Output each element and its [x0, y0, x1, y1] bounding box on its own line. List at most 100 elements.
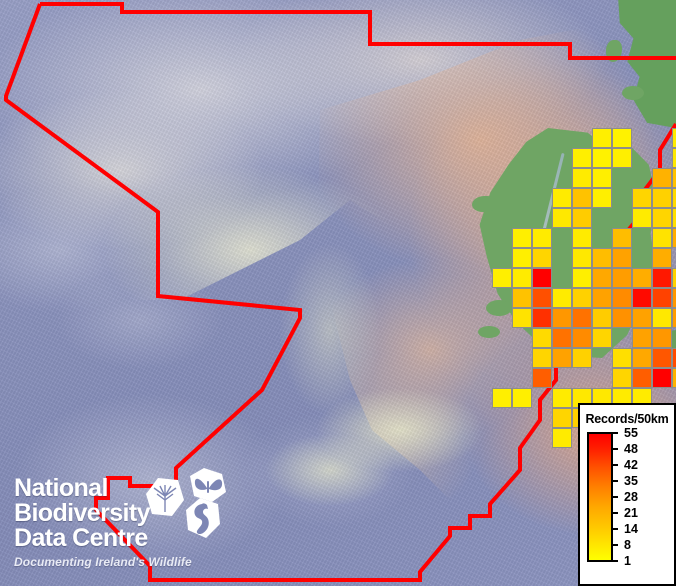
grid-cell [512, 308, 532, 328]
grid-cell [672, 228, 676, 248]
grid-cell [592, 268, 612, 288]
grid-cell [672, 188, 676, 208]
grid-cell [672, 148, 676, 168]
grid-cell [512, 228, 532, 248]
legend-tick-label: 42 [624, 457, 638, 472]
logo-line-3: Data Centre [14, 524, 148, 552]
legend-tick [611, 512, 618, 514]
grid-cell [532, 228, 552, 248]
grid-cell [632, 188, 652, 208]
grid-cell [572, 148, 592, 168]
grid-cell [572, 308, 592, 328]
grid-cell [612, 288, 632, 308]
butterfly-hexagon-icon [190, 468, 226, 502]
grid-cell [652, 228, 672, 248]
grid-cell [552, 308, 572, 328]
logo-line-2: Biodiversity [14, 499, 151, 527]
grid-cell [532, 328, 552, 348]
grid-cell [532, 308, 552, 328]
grid-cell [532, 248, 552, 268]
legend-tick-label: 1 [624, 553, 631, 568]
grid-cell [632, 368, 652, 388]
grid-cell [652, 168, 672, 188]
legend-color-ramp [587, 432, 613, 562]
grid-cell [592, 248, 612, 268]
grid-cell [532, 268, 552, 288]
grid-cell [532, 348, 552, 368]
grid-cell [572, 208, 592, 228]
grid-cell [552, 408, 572, 428]
legend-tick [611, 464, 618, 466]
grid-cell [632, 288, 652, 308]
legend-tick-label: 21 [624, 505, 638, 520]
grid-cell [572, 328, 592, 348]
nbdc-logo: National Biodiversity Data Centre Docume… [14, 468, 226, 574]
grid-cell [512, 388, 532, 408]
island-southwest-ireland [478, 326, 500, 338]
grid-cell [552, 428, 572, 448]
grid-cell [652, 208, 672, 228]
grid-cell [672, 168, 676, 188]
legend-tick-label: 14 [624, 521, 638, 536]
grid-cell [492, 268, 512, 288]
grid-cell [612, 308, 632, 328]
grid-cell [652, 188, 672, 208]
grid-cell [652, 308, 672, 328]
legend-scale: 55 48 42 35 28 21 14 8 1 [580, 427, 674, 574]
grid-cell [612, 228, 632, 248]
grid-cell [652, 248, 672, 268]
legend-tick-label: 35 [624, 473, 638, 488]
logo-line-1: National [14, 474, 108, 502]
grid-cell [512, 288, 532, 308]
grid-cell [632, 348, 652, 368]
grid-cell [592, 148, 612, 168]
grid-cell [592, 328, 612, 348]
legend-tick [611, 448, 618, 450]
island-northwest-ireland [472, 196, 496, 212]
grid-cell [552, 388, 572, 408]
legend-tick [611, 528, 618, 530]
grid-cell [612, 248, 632, 268]
grid-cell [532, 368, 552, 388]
grid-cell [612, 128, 632, 148]
grid-cell [652, 368, 672, 388]
grid-cell [592, 308, 612, 328]
legend-tick [611, 544, 618, 546]
grid-cell [572, 288, 592, 308]
grid-cell [652, 328, 672, 348]
grid-cell [592, 128, 612, 148]
legend-tick-label: 28 [624, 489, 638, 504]
legend-tick [611, 480, 618, 482]
grid-cell [572, 268, 592, 288]
legend-tick-label: 48 [624, 441, 638, 456]
grid-cell [672, 348, 676, 368]
grid-cell [672, 268, 676, 288]
grid-cell [632, 308, 652, 328]
grid-cell [532, 288, 552, 308]
grid-cell [672, 288, 676, 308]
island-scotland-south [622, 86, 644, 100]
grid-cell [572, 248, 592, 268]
grid-cell [572, 168, 592, 188]
logo-tagline: Documenting Ireland's Wildlife [14, 555, 192, 569]
grid-cell [512, 268, 532, 288]
legend-tick [611, 560, 618, 562]
grid-cell [672, 368, 676, 388]
grid-cell [592, 188, 612, 208]
legend-tick [611, 496, 618, 498]
grid-cell [612, 368, 632, 388]
grid-cell [572, 228, 592, 248]
grid-cell [632, 268, 652, 288]
grid-cell [592, 288, 612, 308]
island-west-ireland [486, 300, 512, 316]
grid-cell [552, 188, 572, 208]
logo-hexagon-marks [146, 468, 226, 538]
grid-cell [652, 348, 672, 368]
legend-tick-label: 8 [624, 537, 631, 552]
legend-tick [611, 432, 618, 434]
legend-panel: Records/50km 55 48 42 35 28 21 14 8 1 [578, 403, 676, 586]
grid-cell [632, 208, 652, 228]
grid-cell [552, 348, 572, 368]
